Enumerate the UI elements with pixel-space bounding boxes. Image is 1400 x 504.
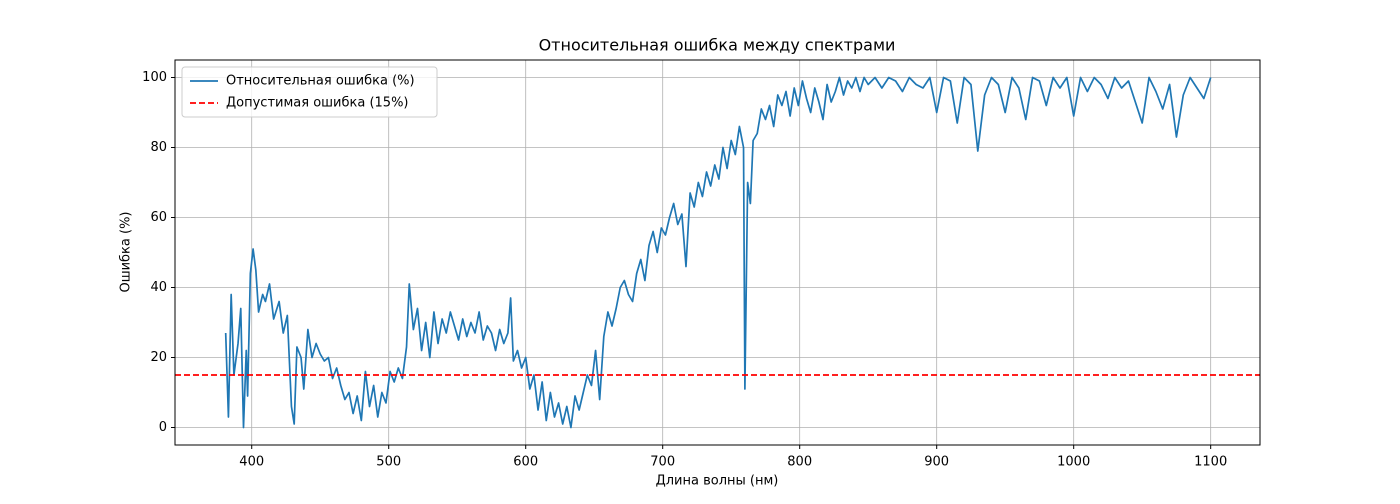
- x-axis-label: Длина волны (нм): [656, 474, 779, 489]
- x-tick-label: 900: [924, 455, 949, 470]
- legend-label: Допустимая ошибка (15%): [226, 96, 409, 111]
- series-line: [224, 76, 1212, 429]
- legend-box: [181, 66, 438, 118]
- y-tick-label: 60: [150, 210, 167, 225]
- x-tick-label: 700: [650, 455, 675, 470]
- chart-title: Относительная ошибка между спектрами: [539, 36, 896, 55]
- x-tick-label: 800: [787, 455, 812, 470]
- y-tick-label: 20: [150, 350, 167, 365]
- x-tick-label: 600: [513, 455, 538, 470]
- y-tick-label: 80: [150, 140, 167, 155]
- x-tick-label: 1000: [1057, 455, 1090, 470]
- x-tick-label: 500: [376, 455, 401, 470]
- y-axis-label: Ошибка (%): [119, 211, 134, 292]
- y-tick-label: 40: [150, 280, 167, 295]
- x-tick-label: 1100: [1194, 455, 1227, 470]
- y-tick-label: 0: [159, 420, 167, 435]
- plot-frame: [174, 59, 1261, 446]
- x-tick-label: 400: [239, 455, 264, 470]
- y-tick-label: 100: [142, 70, 167, 85]
- legend-label: Относительная ошибка (%): [226, 74, 415, 89]
